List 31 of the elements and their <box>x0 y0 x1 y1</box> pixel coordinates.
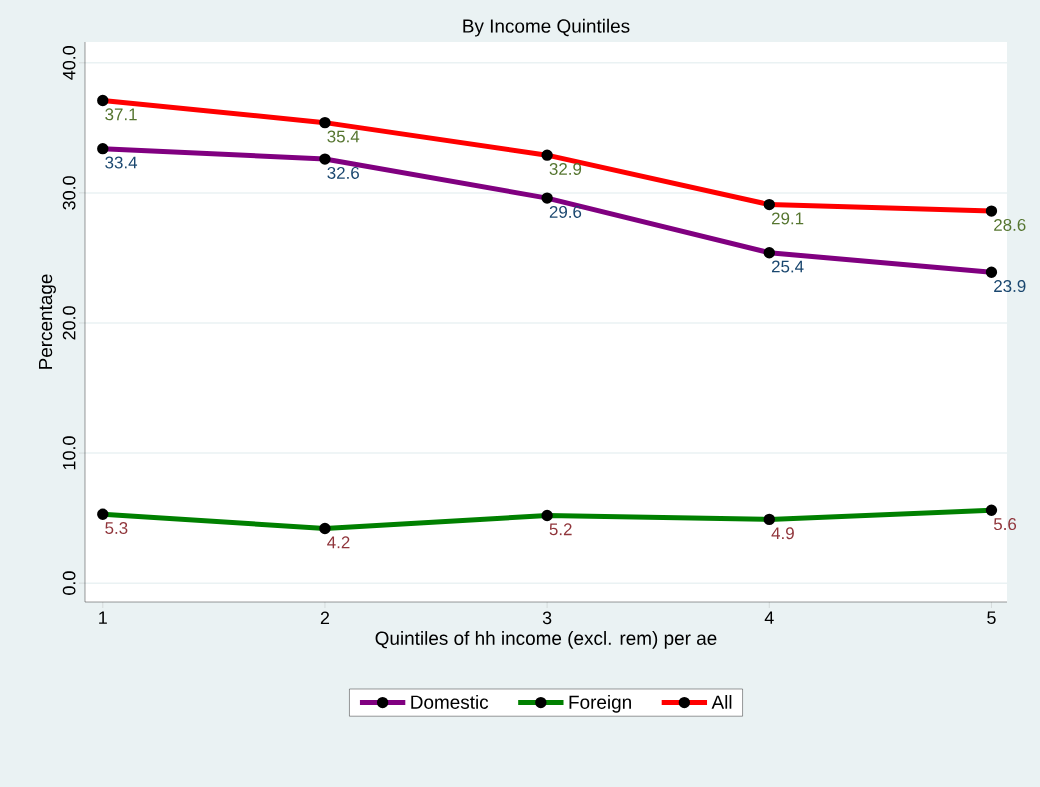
y-tick-label: 20.0 <box>62 306 76 340</box>
x-tick-label: 2 <box>320 611 330 625</box>
x-tick-label: 4 <box>764 611 774 624</box>
data-label: 4.9 <box>771 527 794 540</box>
data-label: 4.2 <box>327 536 350 549</box>
data-label: 28.6 <box>994 218 1026 231</box>
y-tick-label: 0.0 <box>62 571 76 595</box>
data-label: 5.3 <box>105 522 128 535</box>
y-tick-label: 40.0 <box>62 46 76 80</box>
data-label: 33.4 <box>105 156 138 169</box>
data-label: 25.4 <box>771 260 804 273</box>
data-label: 23.9 <box>994 280 1026 293</box>
legend-label: Domestic <box>411 694 489 709</box>
x-tick-label: 3 <box>542 611 552 625</box>
legend-label: Foreign <box>569 694 631 713</box>
data-label: 32.9 <box>549 162 582 175</box>
chart-title: By Income Quintiles <box>463 18 630 37</box>
data-label: 5.6 <box>993 518 1017 531</box>
data-label: 37.1 <box>105 108 137 121</box>
data-label: 35.4 <box>327 130 360 143</box>
data-label: 29.1 <box>771 212 804 225</box>
x-tick-label: 5 <box>987 611 996 625</box>
x-axis-title: Quintiles of hh income (excl. rem) per ae <box>375 631 717 649</box>
y-axis-title: Percentage <box>39 274 56 369</box>
y-tick-label: 30.0 <box>62 176 76 210</box>
x-tick-label: 1 <box>99 611 107 624</box>
data-label: 32.6 <box>327 166 359 179</box>
legend-label: All <box>711 694 732 709</box>
data-label: 5.2 <box>549 523 572 536</box>
y-tick-label: 10.0 <box>62 436 76 470</box>
data-label: 29.6 <box>549 205 582 218</box>
